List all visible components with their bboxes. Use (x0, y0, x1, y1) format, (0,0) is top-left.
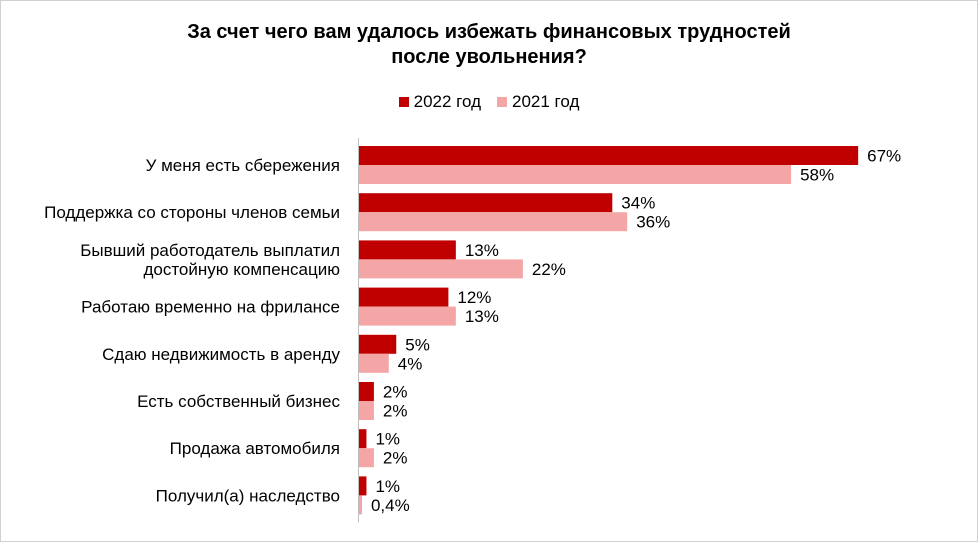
bar-2022 (359, 429, 367, 449)
category-label: Работаю временно на фрилансе (81, 298, 340, 317)
data-label: 0,4% (371, 496, 410, 515)
chart-legend: 2022 год 2021 год (0, 92, 978, 112)
bar-2022 (359, 334, 397, 354)
data-label: 13% (465, 307, 499, 326)
bar-2021 (359, 353, 389, 373)
data-label: 13% (465, 241, 499, 260)
data-label: 1% (375, 430, 400, 449)
legend-swatch-2021 (497, 97, 507, 107)
data-label: 67% (867, 147, 901, 166)
data-label: 4% (398, 354, 423, 373)
data-label: 1% (375, 477, 400, 496)
bar-2021 (359, 448, 374, 468)
bar-2022 (359, 193, 613, 213)
bar-2022 (359, 146, 859, 165)
data-label: 36% (636, 213, 670, 232)
category-label: Есть собственный бизнес (137, 392, 340, 411)
data-label: 58% (800, 166, 834, 185)
category-label: Сдаю недвижимость в аренду (102, 345, 340, 364)
category-label: Получил(а) наследство (156, 486, 340, 505)
legend-item-2022: 2022 год (398, 92, 481, 112)
bar-2021 (359, 165, 792, 184)
data-label: 2% (383, 402, 408, 421)
chart-title-line-1: За счет чего вам удалось избежать финанс… (187, 21, 791, 43)
bar-2021 (359, 495, 362, 515)
data-label: 2% (383, 383, 408, 402)
bar-2022 (359, 287, 449, 307)
data-label: 12% (457, 288, 491, 307)
bar-2021 (359, 306, 456, 326)
data-label: 34% (621, 194, 655, 213)
category-label: У меня есть сбережения (146, 156, 340, 175)
data-label: 2% (383, 449, 408, 468)
bar-2022 (359, 240, 456, 260)
bar-2021 (359, 212, 628, 232)
category-label: Поддержка со стороны членов семьи (44, 203, 340, 222)
bar-2022 (359, 476, 367, 496)
legend-item-2021: 2021 год (497, 92, 579, 112)
bar-2021 (359, 259, 523, 279)
legend-swatch-2022 (398, 97, 409, 107)
category-label: Бывший работодатель выплатил достойную ко… (80, 241, 340, 279)
legend-label-2022: 2022 год (413, 92, 481, 111)
data-label: 5% (405, 335, 430, 354)
data-label: 22% (532, 260, 566, 279)
bar-2022 (359, 382, 374, 401)
bar-2021 (359, 401, 374, 420)
legend-label-2021: 2021 год (512, 92, 580, 111)
category-label: Продажа автомобиля (170, 439, 340, 458)
chart-title-line-2: после увольнения? (391, 46, 587, 68)
